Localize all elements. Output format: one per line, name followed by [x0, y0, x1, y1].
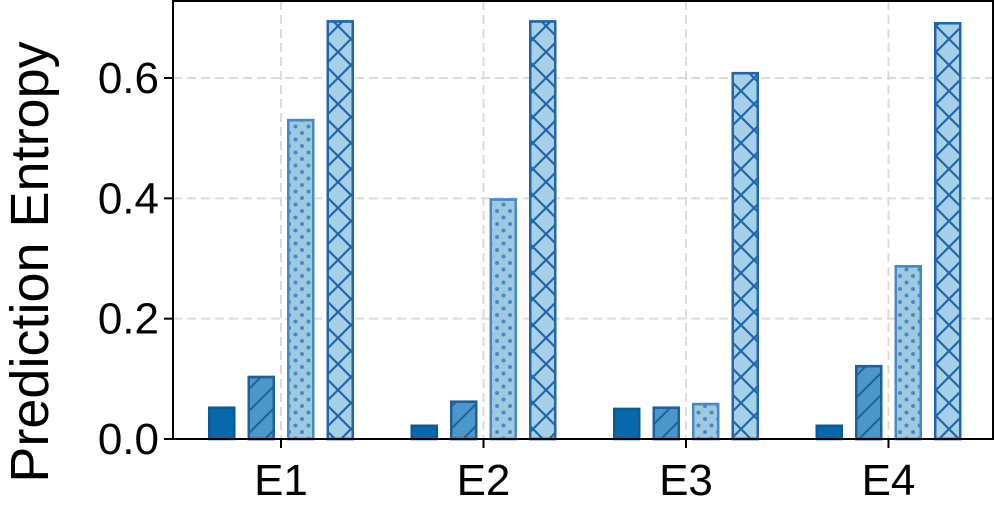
bar [613, 407, 641, 441]
bar-hatch [894, 265, 922, 441]
bar-hatch [692, 402, 720, 441]
bar-hatch [934, 22, 962, 441]
y-tick-label: 0.0 [98, 415, 159, 464]
bar-hatch [326, 20, 354, 441]
bar-hatch [450, 400, 478, 441]
y-tick-label: 0.2 [98, 295, 159, 344]
bar-hatch [855, 364, 883, 441]
plot-frame [172, 0, 994, 440]
x-tick-label: E4 [862, 456, 916, 505]
bar [208, 406, 236, 441]
y-tick-label: 0.6 [98, 54, 159, 103]
x-tick-label: E1 [254, 456, 308, 505]
bar-hatch [247, 375, 275, 441]
y-axis-label: Prediction Entropy [0, 41, 60, 482]
bar-hatch [287, 118, 315, 441]
bar-hatch [529, 20, 557, 441]
bar-hatch [731, 71, 759, 441]
bar-hatch [489, 198, 517, 441]
bar [815, 424, 843, 441]
bar [410, 424, 438, 441]
x-tick-label: E3 [659, 456, 713, 505]
bar-hatch [652, 406, 680, 441]
y-tick-label: 0.4 [98, 174, 159, 223]
x-tick-label: E2 [457, 456, 511, 505]
